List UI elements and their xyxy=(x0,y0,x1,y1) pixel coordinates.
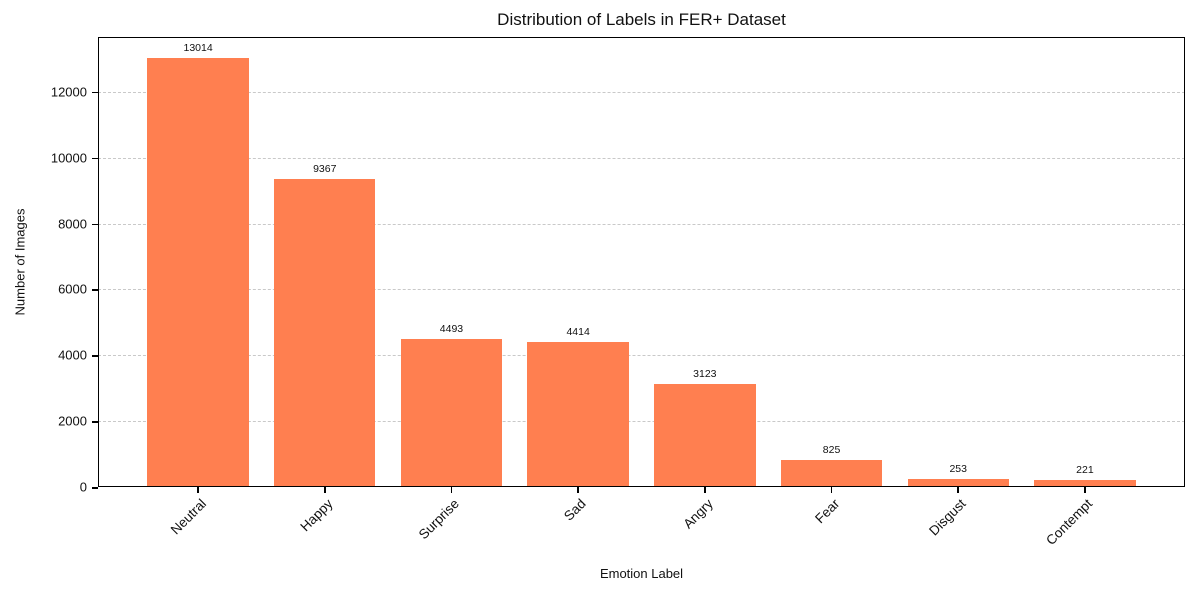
x-tick-mark xyxy=(830,487,833,493)
y-tick-label: 6000 xyxy=(58,281,87,297)
y-tick-label: 4000 xyxy=(58,347,87,363)
x-tick-mark xyxy=(704,487,706,493)
bar-contempt xyxy=(1034,479,1136,487)
y-tick-mark xyxy=(92,421,98,423)
bar-value-label-fear: 825 xyxy=(822,443,841,456)
bar-happy xyxy=(274,178,376,487)
x-tick-label-surprise: Surprise xyxy=(415,496,463,543)
gridline-8000 xyxy=(98,223,1185,225)
y-tick-label: 10000 xyxy=(50,150,87,166)
x-tick-label-angry: Angry xyxy=(679,496,716,532)
gridline-6000 xyxy=(98,289,1185,291)
y-tick-label: 8000 xyxy=(58,216,87,232)
y-tick-label: 2000 xyxy=(58,413,87,429)
y-tick-mark xyxy=(92,355,98,357)
bar-value-label-angry: 3123 xyxy=(693,368,717,381)
x-tick-label-sad: Sad xyxy=(561,496,589,524)
bar-value-label-contempt: 221 xyxy=(1076,463,1094,476)
gridline-2000 xyxy=(98,421,1185,423)
bar-sad xyxy=(527,341,629,487)
x-tick-mark xyxy=(197,487,199,493)
x-tick-label-contempt: Contempt xyxy=(1043,496,1096,548)
bar-surprise xyxy=(400,339,503,487)
x-tick-label-happy: Happy xyxy=(297,496,336,535)
gridline-12000 xyxy=(98,91,1185,93)
x-tick-label-fear: Fear xyxy=(811,496,843,527)
y-tick-mark xyxy=(92,223,98,226)
y-tick-mark xyxy=(92,157,98,160)
y-tick-mark xyxy=(92,289,98,291)
bar-fear xyxy=(780,459,883,487)
y-tick-mark xyxy=(92,91,98,94)
x-tick-mark xyxy=(1084,487,1086,493)
x-axis-label: Emotion Label xyxy=(599,566,684,581)
x-tick-mark xyxy=(324,487,326,493)
gridline-10000 xyxy=(98,157,1185,159)
y-tick-label: 12000 xyxy=(50,84,87,100)
bar-value-label-sad: 4414 xyxy=(566,325,590,338)
bar-value-label-surprise: 4493 xyxy=(439,323,464,336)
y-tick-mark xyxy=(92,487,98,489)
bar-angry xyxy=(654,384,756,487)
gridline-4000 xyxy=(98,355,1185,357)
bar-value-label-neutral: 13014 xyxy=(183,42,213,55)
chart-title: Distribution of Labels in FER+ Dataset xyxy=(497,10,786,29)
bar-value-label-disgust: 253 xyxy=(949,462,967,475)
x-tick-mark xyxy=(577,487,579,493)
x-tick-label-neutral: Neutral xyxy=(167,496,209,538)
x-tick-mark xyxy=(450,487,453,493)
bar-disgust xyxy=(907,478,1009,487)
y-tick-label: 0 xyxy=(79,479,87,495)
bar-neutral xyxy=(147,58,249,487)
x-tick-mark xyxy=(957,487,959,493)
x-tick-label-disgust: Disgust xyxy=(926,496,969,539)
plot-area-frame xyxy=(98,37,1185,487)
bar-value-label-happy: 9367 xyxy=(313,162,337,175)
